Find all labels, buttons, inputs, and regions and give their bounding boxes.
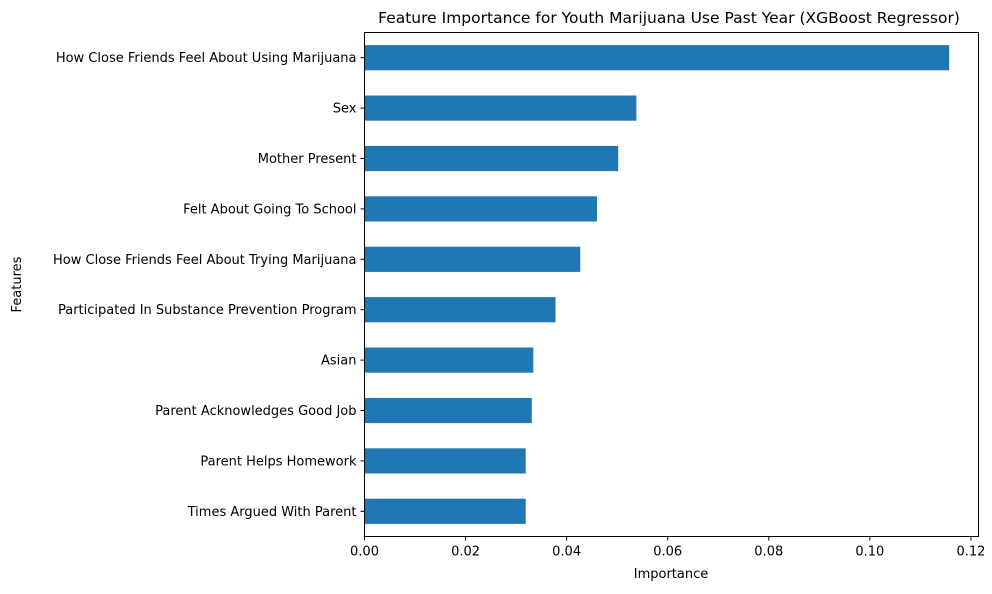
chart-title: Feature Importance for Youth Marijuana U… [378, 9, 960, 27]
x-tick-label: 0.12 [956, 545, 985, 560]
y-tick-label: How Close Friends Feel About Trying Mari… [53, 253, 356, 268]
y-tick-label: Parent Helps Homework [200, 454, 357, 469]
y-tick-label: Mother Present [258, 152, 357, 167]
y-tick-label: Felt About Going To School [183, 202, 356, 217]
plot-frame [364, 32, 979, 537]
x-tick-label: 0.02 [451, 545, 480, 560]
y-tick-label: Parent Acknowledges Good Job [155, 404, 356, 419]
y-tick-label: Times Argued With Parent [187, 505, 357, 520]
x-tick-layer: 0.00 0.02 0.04 0.06 0.08 0.10 0.12 [350, 536, 985, 560]
bar [364, 498, 526, 524]
bar [364, 347, 534, 373]
bars-layer [364, 45, 950, 524]
bar [364, 145, 619, 172]
bar [364, 196, 597, 222]
y-tick-layer: How Close Friends Feel About Using Marij… [53, 51, 365, 520]
y-tick-label: Asian [321, 354, 356, 369]
bar [364, 45, 950, 71]
y-axis-label: Features [10, 256, 25, 312]
x-tick-label: 0.08 [754, 545, 783, 560]
x-tick-label: 0.00 [350, 545, 379, 560]
y-tick-label: Participated In Substance Prevention Pro… [58, 303, 357, 318]
bar [364, 397, 532, 424]
x-tick-label: 0.04 [552, 545, 581, 560]
y-tick-label: How Close Friends Feel About Using Marij… [56, 51, 357, 66]
bar [364, 95, 637, 121]
x-tick-label: 0.06 [653, 545, 682, 560]
y-tick-label: Sex [333, 102, 357, 117]
bar [364, 246, 581, 272]
bar [364, 297, 556, 323]
x-tick-label: 0.10 [855, 545, 884, 560]
bar [364, 448, 526, 474]
x-axis-label: Importance [634, 567, 709, 582]
